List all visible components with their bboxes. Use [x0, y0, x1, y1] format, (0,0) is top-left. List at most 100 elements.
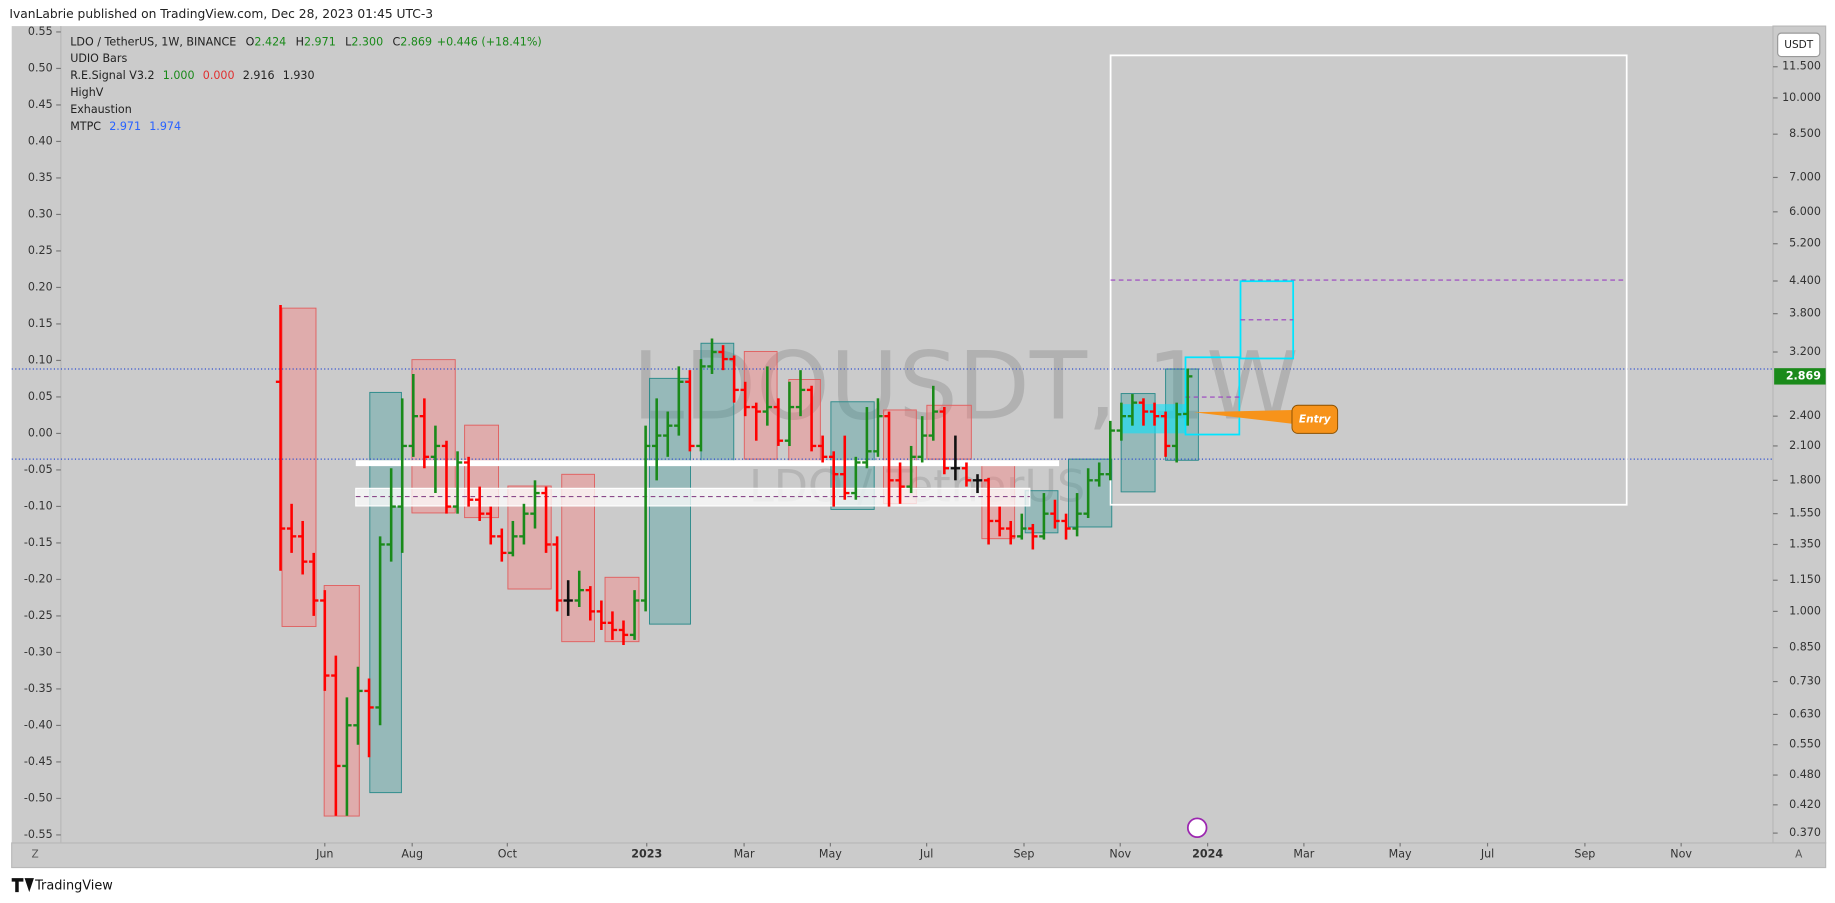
box: [323, 585, 360, 817]
y2-tick-label: 0.50: [28, 61, 53, 74]
callout: [1291, 404, 1339, 434]
box: [281, 307, 317, 627]
y-tick-label: 0.370: [1789, 826, 1821, 839]
ohlc-value: 2.869: [400, 35, 432, 48]
event-marker[interactable]: [1186, 817, 1208, 838]
y2-tick-label: -0.35: [24, 682, 53, 695]
legend-row: UDIO Bars: [70, 52, 127, 65]
indicator-value: 2.971: [109, 120, 141, 133]
y-tick-label: 0.550: [1789, 738, 1821, 751]
y2-tick-label: -0.30: [24, 645, 53, 658]
change: +0.446 (+18.41%): [437, 35, 542, 48]
y-tick-label: 6.000: [1789, 205, 1821, 218]
x-tick-label: Mar: [734, 848, 755, 861]
currency-label: USDT: [1784, 39, 1813, 51]
y-tick-label: 1.350: [1789, 537, 1821, 550]
x-tick-label: Mar: [1293, 848, 1314, 861]
y2-tick-label: -0.45: [24, 755, 53, 768]
time-axis-background: [11, 842, 1827, 869]
indicator-name: HighV: [70, 86, 104, 99]
x-tick-label: 2023: [631, 848, 662, 861]
callout-pointer: [1193, 409, 1295, 424]
y2-tick-label: -0.15: [24, 536, 53, 549]
y-tick-label: 1.150: [1789, 573, 1821, 586]
y-tick-label: 4.400: [1789, 274, 1821, 287]
x-tick-label: Oct: [498, 848, 518, 861]
y-tick-label: 5.200: [1789, 237, 1821, 250]
axes: 11.500 10.000 8.500 7.000 6.000 5.200 4.400 3.8…: [24, 25, 1826, 861]
y-tick-label: 0.630: [1789, 707, 1821, 720]
entry-box: [1184, 356, 1241, 436]
y-tick-label: 3.800: [1789, 307, 1821, 320]
drawings: Entry: [11, 54, 1773, 838]
y-tick-label: 0.480: [1789, 768, 1821, 781]
y-tick-label: 0.730: [1789, 675, 1821, 688]
legend-row: LDO / TetherUS, 1W, BINANCE O2.424 H2.971 L…: [70, 35, 542, 48]
y2-tick-label: -0.20: [24, 572, 53, 585]
y-tick-label: 8.500: [1789, 127, 1821, 140]
zoom-button[interactable]: Z: [31, 849, 38, 861]
y-tick-label: 11.500: [1782, 60, 1821, 73]
legend-row: MTPC 2.971 1.974: [70, 120, 181, 133]
ohlc-value: 2.300: [351, 35, 383, 48]
y-tick-label: 1.800: [1789, 473, 1821, 486]
y-tick-label: 0.850: [1789, 641, 1821, 654]
x-tick-label: May: [1389, 848, 1412, 861]
publisher-note: IvanLabrie published on TradingView.com,…: [9, 7, 433, 21]
callout-label: Entry: [1299, 413, 1332, 425]
legend-row: Exhaustion: [70, 103, 132, 116]
y-tick-label: 2.400: [1789, 409, 1821, 422]
auto-scale-button[interactable]: A: [1795, 849, 1803, 861]
x-tick-label: May: [819, 848, 842, 861]
legend-row: R.E.Signal V3.2 1.000 0.000 2.916 1.930: [70, 69, 314, 82]
y2-tick-label: -0.55: [24, 828, 53, 841]
y2-tick-label: -0.25: [24, 609, 53, 622]
y-tick-label: 2.100: [1789, 439, 1821, 452]
y2-tick-label: 0.35: [28, 171, 53, 184]
last-price-tag: [1774, 368, 1826, 385]
box: [743, 350, 778, 460]
x-tick-label: Jul: [1480, 848, 1494, 861]
indicator-value: 1.974: [149, 120, 181, 133]
indicator-name: MTPC: [70, 120, 101, 133]
indicator-value: 0.000: [203, 69, 235, 82]
brand-name: TradingView: [34, 879, 113, 894]
y-tick-label: 7.000: [1789, 170, 1821, 183]
y2-tick-label: 0.00: [28, 426, 53, 439]
indicator-name: R.E.Signal V3.2: [70, 69, 154, 82]
y2-tick-label: 0.15: [28, 317, 53, 330]
y2-tick-label: 0.05: [28, 390, 53, 403]
y-tick-label: 0.420: [1789, 798, 1821, 811]
x-tick-label: Jul: [919, 848, 933, 861]
y-tick-label: 1.550: [1789, 507, 1821, 520]
indicator-value: 1.000: [163, 69, 195, 82]
ohlc-prefix: C: [393, 35, 401, 48]
x-tick-label: Sep: [1574, 848, 1595, 861]
y-tick-label: 3.200: [1789, 345, 1821, 358]
y2-tick-label: 0.55: [28, 25, 53, 38]
y2-tick-label: 0.25: [28, 244, 53, 257]
x-tick-label: 2024: [1192, 848, 1223, 861]
box: [788, 379, 821, 464]
x-tick-label: Sep: [1014, 848, 1035, 861]
last-price-label: 2.869: [1786, 369, 1821, 382]
indicator-value: 1.930: [283, 69, 315, 82]
y2-tick-label: -0.05: [24, 463, 53, 476]
brand-logo: [11, 878, 34, 893]
ohlc-prefix: L: [345, 35, 352, 48]
box: [1067, 458, 1113, 528]
plot-background: [11, 26, 1773, 843]
symbol: LDO / TetherUS, 1W, BINANCE: [70, 35, 236, 48]
indicator-value: 2.916: [243, 69, 275, 82]
bearish-boxes: [281, 307, 1016, 817]
y-tick-label: 1.000: [1789, 604, 1821, 617]
y-tick-label: 10.000: [1782, 91, 1821, 104]
y2-tick-label: -0.50: [24, 791, 53, 804]
legend-row: HighV: [70, 86, 104, 99]
box: [369, 391, 402, 794]
currency-button[interactable]: [1777, 32, 1821, 58]
x-tick-label: Jun: [315, 848, 333, 861]
y2-tick-label: 0.10: [28, 353, 53, 366]
